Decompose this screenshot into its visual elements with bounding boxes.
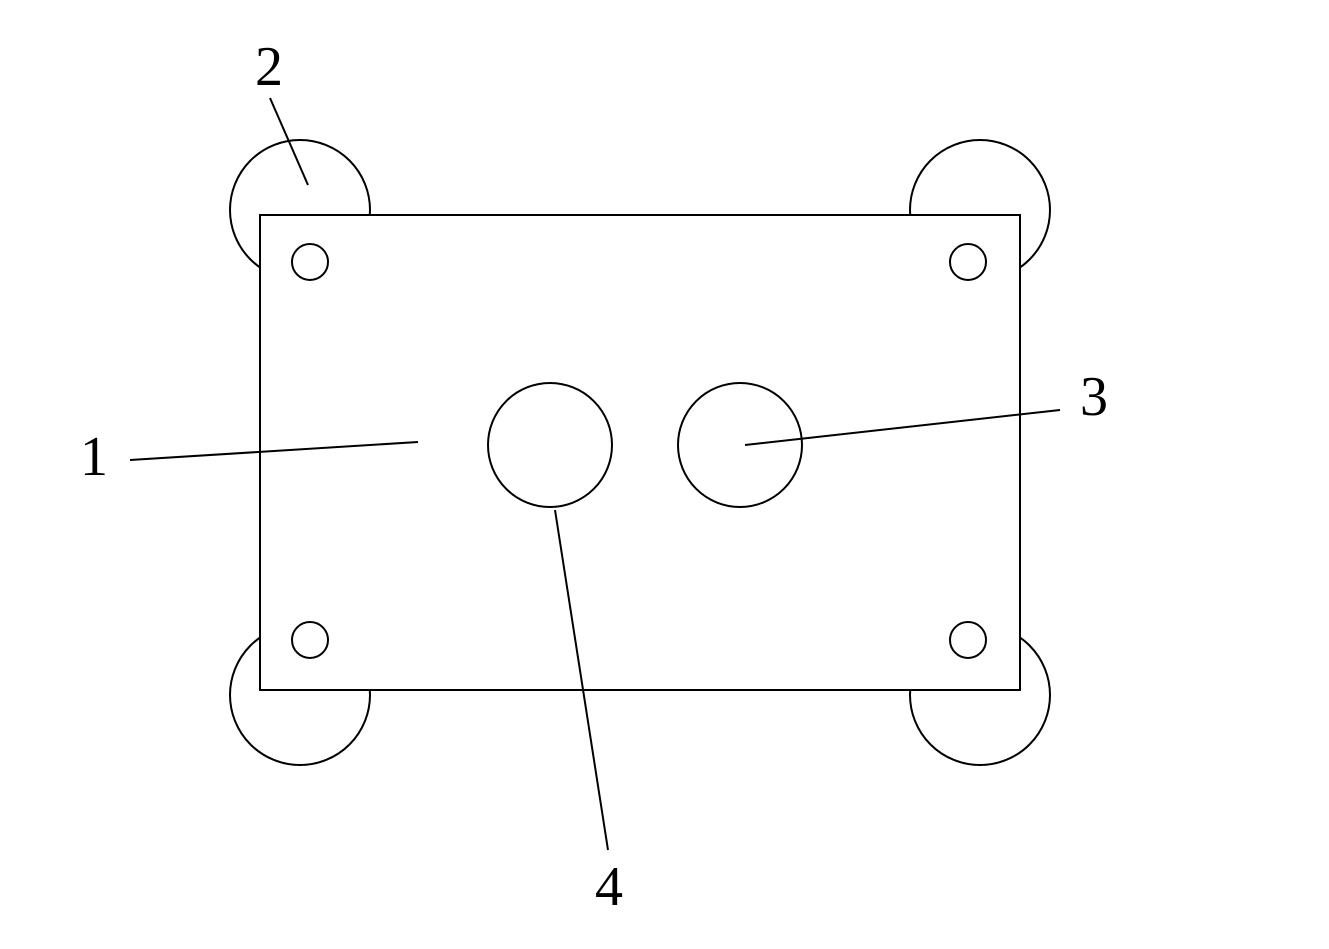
label-3-text: 3: [1080, 366, 1108, 428]
leader-line-2: [270, 98, 308, 185]
label-4-text: 4: [595, 856, 623, 918]
label-1-text: 1: [80, 426, 108, 488]
label-2-text: 2: [255, 36, 283, 98]
diagram-canvas: 1 2 3 4: [0, 0, 1329, 949]
main-rectangle: [260, 215, 1020, 690]
